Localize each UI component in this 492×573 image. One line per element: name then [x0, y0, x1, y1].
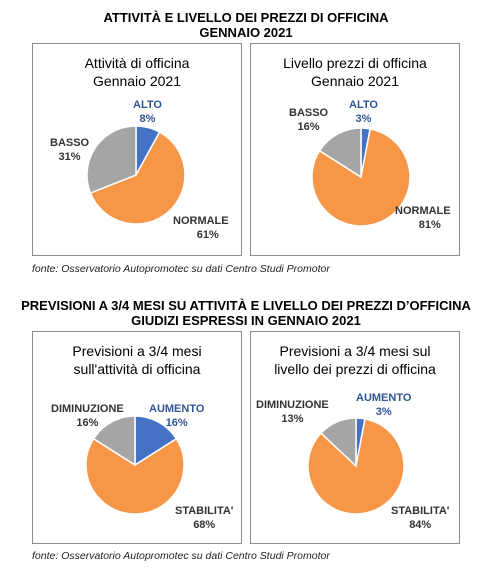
slice-label-value: 61% — [196, 229, 219, 241]
slice-label-name: AUMENTO — [149, 403, 205, 415]
slice-label-value: 16% — [76, 417, 99, 429]
slice-label-stabilita: STABILITA' 84% — [391, 504, 449, 532]
slice-label-alto: ALTO 8% — [133, 98, 162, 126]
slice-label-name: NORMALE — [173, 215, 229, 227]
pie-slice-basso — [318, 127, 362, 179]
slice-label-name: DIMINUZIONE — [256, 399, 329, 411]
slice-label-value: 16% — [297, 121, 320, 133]
pie-slice-basso — [86, 125, 137, 195]
slice-label-name: STABILITA' — [175, 505, 234, 517]
chart-panel-prezzi: Livello prezzi di officina Gennaio 2021 … — [250, 43, 460, 256]
chart-title-line1: Previsioni a 3/4 mesi — [72, 343, 202, 359]
slice-label-value: 81% — [418, 219, 441, 231]
slice-label-name: AUMENTO — [356, 392, 412, 404]
slice-label-value: 3% — [375, 406, 392, 418]
chart-title-line2: livello dei prezzi di officina — [274, 361, 436, 377]
pie-slice-diminuzione — [92, 415, 136, 467]
slice-label-alto: ALTO 3% — [349, 98, 378, 126]
chart-title-line1: Livello prezzi di officina — [283, 55, 427, 71]
chart-panel-attivita: Attività di officina Gennaio 2021 ALTO 8… — [32, 43, 242, 256]
chart-title-line2: sull'attività di officina — [73, 361, 201, 377]
source-note: fonte: Osservatorio Autopromotec su dati… — [32, 263, 330, 275]
chart-title: Attività di officina Gennaio 2021 — [33, 54, 241, 90]
section1-title-line1: ATTIVITÀ E LIVELLO DEI PREZZI DI OFFICIN… — [103, 10, 389, 25]
slice-label-normale: NORMALE 61% — [173, 214, 229, 242]
slice-label-basso: BASSO 16% — [289, 106, 328, 134]
slice-label-value: 68% — [193, 519, 216, 531]
chart-title-line1: Previsioni a 3/4 mesi sul — [279, 343, 431, 359]
chart-title: Previsioni a 3/4 mesi sul livello dei pr… — [251, 342, 459, 378]
slice-label-diminuzione: DIMINUZIONE 13% — [256, 398, 329, 426]
slice-label-aumento: AUMENTO 16% — [149, 402, 204, 430]
section2-title-line2: GIUDIZI ESPRESSI IN GENNAIO 2021 — [131, 313, 361, 328]
chart-title: Livello prezzi di officina Gennaio 2021 — [251, 54, 459, 90]
slice-label-normale: NORMALE 81% — [395, 204, 451, 232]
slice-label-stabilita: STABILITA' 68% — [175, 504, 233, 532]
slice-label-name: STABILITA' — [391, 505, 450, 517]
slice-label-value: 3% — [355, 113, 372, 125]
pie-chart — [85, 415, 185, 515]
chart-title-line1: Attività di officina — [84, 55, 190, 71]
section1-title-line2: GENNAIO 2021 — [199, 25, 293, 40]
chart-title: Previsioni a 3/4 mesi sull'attività di o… — [33, 342, 241, 378]
slice-label-aumento: AUMENTO 3% — [356, 391, 411, 419]
slice-label-name: DIMINUZIONE — [51, 403, 124, 415]
slice-label-name: BASSO — [50, 137, 90, 149]
source-note: fonte: Osservatorio Autopromotec su dati… — [32, 550, 330, 562]
pie-slice-aumento — [134, 415, 178, 467]
slice-label-name: ALTO — [133, 99, 162, 111]
pie-slice-diminuzione — [319, 417, 357, 468]
chart-title-line2: Gennaio 2021 — [311, 73, 399, 89]
slice-label-name: NORMALE — [395, 205, 451, 217]
pie-chart — [307, 417, 405, 515]
pie-chart — [311, 127, 411, 227]
slice-label-value: 84% — [409, 519, 432, 531]
section2-title-line1: PREVISIONI A 3/4 MESI SU ATTIVITÀ E LIVE… — [21, 298, 471, 313]
slice-label-diminuzione: DIMINUZIONE 16% — [51, 402, 124, 430]
slice-label-value: 31% — [58, 151, 81, 163]
slice-label-basso: BASSO 31% — [50, 136, 89, 164]
chart-title-line2: Gennaio 2021 — [93, 73, 181, 89]
slice-label-name: ALTO — [349, 99, 378, 111]
pie-slice-normale — [89, 131, 186, 225]
slice-label-value: 13% — [281, 413, 304, 425]
pie-slice-stabilita — [85, 437, 185, 515]
chart-panel-previsioni-prezzi: Previsioni a 3/4 mesi sul livello dei pr… — [250, 331, 460, 544]
chart-panel-previsioni-attivita: Previsioni a 3/4 mesi sull'attività di o… — [32, 331, 242, 544]
pie-chart — [86, 125, 186, 225]
slice-label-value: 8% — [139, 113, 156, 125]
slice-label-value: 16% — [165, 417, 188, 429]
slice-label-name: BASSO — [289, 107, 329, 119]
